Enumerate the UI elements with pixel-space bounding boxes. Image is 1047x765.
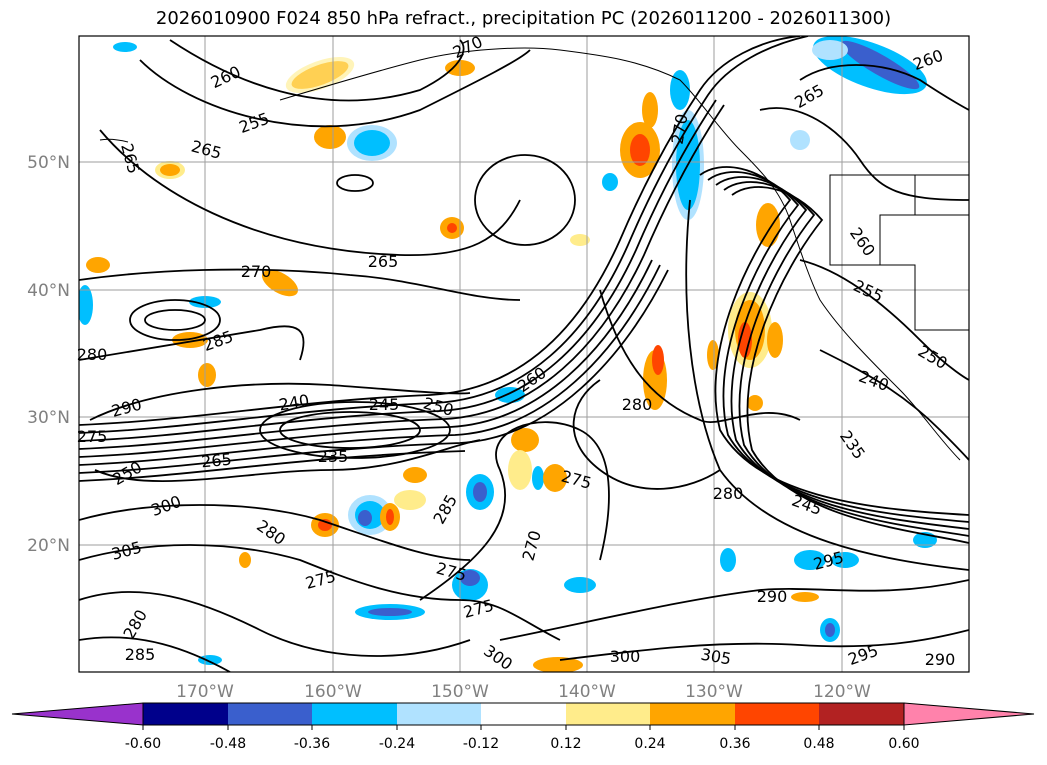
colorbar-segment [228, 703, 312, 725]
contour-label: 235 [836, 427, 869, 463]
colorbar-tick: 0.24 [634, 736, 665, 752]
colorbar-segment [819, 703, 904, 725]
contour-label: 280 [253, 516, 289, 549]
colorbar-segment [397, 703, 481, 725]
colorbar-segment [735, 703, 819, 725]
contour-label: 235 [318, 447, 349, 466]
colorbar-segment [143, 703, 228, 725]
contour-label: 240 [856, 367, 891, 395]
contour-label: 290 [925, 650, 956, 669]
contour-label: 305 [699, 645, 732, 669]
colorbar-segment [312, 703, 397, 725]
precip-shading [79, 36, 937, 672]
contour-label: 270 [241, 262, 272, 281]
contour-label: 280 [713, 484, 744, 503]
contour-label: 280 [622, 395, 653, 414]
colorbar-tick: -0.12 [463, 736, 499, 752]
lon-label: 160°W [304, 682, 362, 702]
map-title: 2026010900 F024 850 hPa refract., precip… [155, 8, 892, 29]
colorbar-tick: -0.60 [125, 736, 161, 752]
contour-label: 295 [846, 641, 881, 669]
contour-label: 300 [149, 492, 184, 520]
contour-label: 250 [915, 341, 951, 373]
contour-label: 275 [434, 559, 468, 585]
contour-label: 275 [77, 427, 108, 446]
colorbar: -0.60 -0.48 -0.36 -0.24 -0.12 0.12 0.24 … [11, 702, 1035, 752]
contour-label: 300 [480, 641, 516, 674]
contour-label: 280 [77, 345, 108, 364]
colorbar-tick: 0.36 [719, 736, 750, 752]
refractivity-contours [79, 36, 969, 672]
contour-label: 260 [208, 62, 244, 92]
contour-label: 260 [846, 224, 879, 260]
contour-label: 245 [369, 395, 400, 414]
contour-label: 270 [519, 528, 545, 562]
contour-label: 250 [421, 394, 455, 420]
contour-label: 240 [277, 391, 310, 415]
contour-label: 285 [125, 645, 156, 664]
colorbar-segment [481, 703, 566, 725]
colorbar-tick: 0.12 [550, 736, 581, 752]
colorbar-tick: -0.48 [210, 736, 246, 752]
coastline [99, 47, 969, 461]
lat-label: 30°N [27, 408, 70, 428]
contour-label: 265 [791, 80, 827, 112]
lon-label: 150°W [431, 682, 489, 702]
contour-label: 280 [119, 606, 151, 642]
contour-label: 255 [850, 276, 886, 306]
contour-label: 275 [559, 467, 593, 493]
contour-labels: 260 255 265 270 265 270 270 265 265 260 … [77, 32, 956, 674]
lat-label: 20°N [27, 536, 70, 556]
colorbar-tick: 0.48 [803, 736, 834, 752]
colorbar-segment [566, 703, 650, 725]
colorbar-tick: -0.24 [379, 736, 415, 752]
lat-label: 40°N [27, 281, 70, 301]
contour-label: 265 [117, 141, 143, 175]
contour-label: 260 [911, 46, 946, 74]
contour-label: 265 [189, 137, 223, 163]
colorbar-segment [650, 703, 735, 725]
lon-label: 140°W [558, 682, 616, 702]
lon-label: 170°W [176, 682, 234, 702]
contour-label: 285 [201, 327, 236, 355]
map-frame [78, 35, 970, 673]
colorbar-segment [903, 702, 1035, 726]
contour-label: 255 [237, 109, 272, 137]
lon-label: 120°W [813, 682, 871, 702]
colorbar-segment [11, 702, 144, 726]
lat-label: 50°N [27, 153, 70, 173]
contour-label: 265 [368, 252, 399, 271]
colorbar-tick: -0.36 [294, 736, 330, 752]
lon-label: 130°W [685, 682, 743, 702]
contour-label: 265 [200, 450, 232, 472]
contour-label: 305 [109, 538, 143, 564]
contour-label: 285 [429, 491, 461, 527]
colorbar-tick: 0.60 [888, 736, 919, 752]
contour-label: 290 [757, 587, 788, 606]
contour-label: 300 [610, 647, 641, 666]
